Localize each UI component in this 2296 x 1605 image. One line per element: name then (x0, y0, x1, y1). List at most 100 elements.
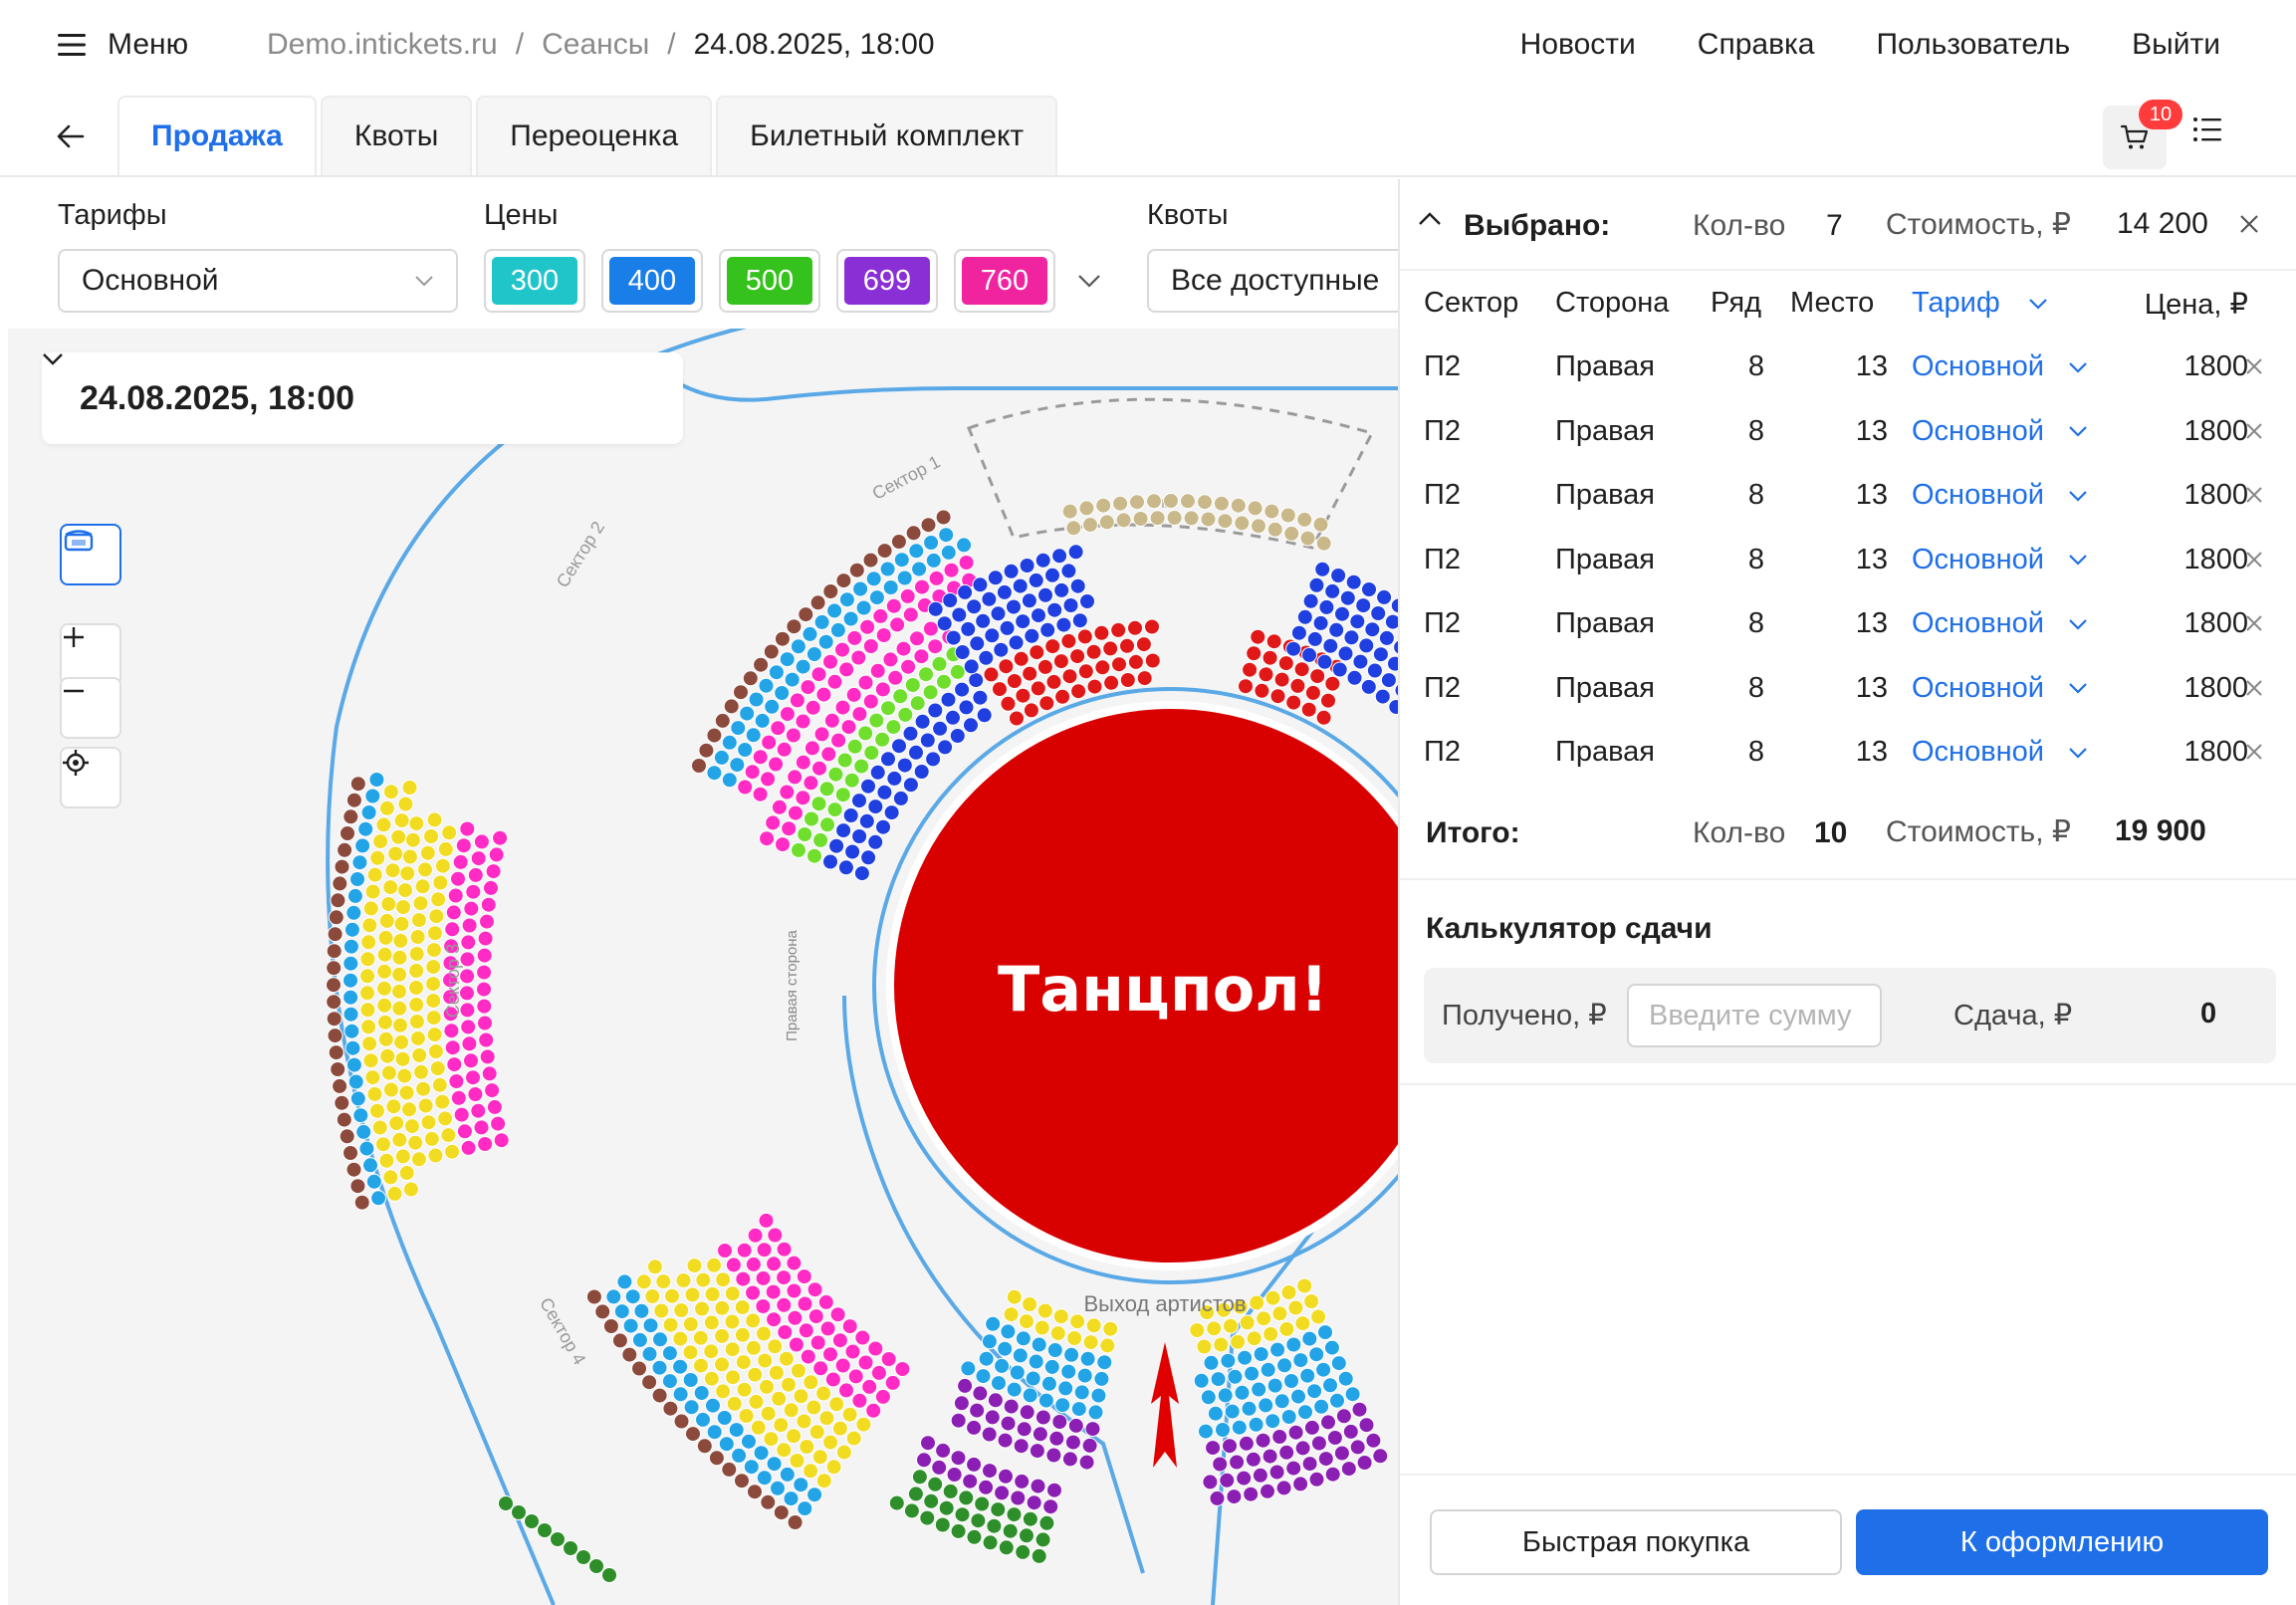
seat[interactable] (1388, 699, 1398, 715)
seat[interactable] (858, 812, 875, 829)
seat[interactable] (972, 1385, 989, 1402)
seat[interactable] (756, 1325, 772, 1342)
seat[interactable] (1103, 674, 1120, 691)
seat[interactable] (945, 709, 961, 726)
seat[interactable] (1290, 1388, 1306, 1405)
seat[interactable] (425, 942, 442, 959)
chevron-down-icon[interactable] (1077, 274, 1101, 288)
seat[interactable] (706, 765, 723, 782)
seat[interactable] (404, 831, 421, 848)
seat[interactable] (353, 1194, 370, 1211)
seat[interactable] (797, 1295, 813, 1312)
seat[interactable] (752, 749, 769, 766)
seat[interactable] (431, 1076, 448, 1093)
seat[interactable] (776, 1269, 793, 1286)
close-icon[interactable] (2244, 742, 2264, 762)
seat[interactable] (396, 1067, 413, 1084)
seat[interactable] (1309, 668, 1326, 685)
seat[interactable] (1127, 619, 1143, 636)
seat[interactable] (1006, 598, 1022, 615)
seat[interactable] (716, 1410, 733, 1426)
seat[interactable] (426, 811, 443, 828)
seat[interactable] (429, 1060, 446, 1076)
seat[interactable] (755, 1269, 772, 1286)
seat[interactable] (672, 1386, 689, 1403)
seat[interactable] (1380, 672, 1397, 689)
seat[interactable] (476, 998, 493, 1015)
seat[interactable] (443, 938, 460, 955)
seat[interactable] (951, 606, 968, 623)
seat[interactable] (804, 699, 821, 716)
seat[interactable] (1292, 1352, 1309, 1369)
seat[interactable] (972, 576, 989, 593)
seat[interactable] (1210, 1371, 1227, 1388)
tariff-select[interactable]: Основной (58, 249, 458, 313)
seat[interactable] (958, 555, 975, 571)
seat[interactable] (703, 1314, 720, 1331)
seat[interactable] (408, 946, 425, 962)
seat[interactable] (880, 700, 896, 717)
seat[interactable] (1132, 511, 1149, 527)
seat[interactable] (835, 822, 852, 839)
seat[interactable] (343, 955, 359, 972)
seat[interactable] (1227, 1368, 1244, 1385)
seat[interactable] (761, 734, 778, 751)
seat[interactable] (364, 883, 381, 900)
seat[interactable] (434, 857, 451, 874)
seat[interactable] (914, 578, 930, 595)
seat[interactable] (787, 1514, 804, 1530)
seat[interactable] (1243, 1486, 1260, 1502)
seat[interactable] (942, 592, 959, 608)
seat[interactable] (714, 712, 731, 729)
seat[interactable] (602, 1318, 619, 1334)
close-icon[interactable] (2244, 550, 2264, 570)
seat[interactable] (981, 590, 998, 607)
seat[interactable] (748, 1393, 765, 1410)
seat[interactable] (1030, 680, 1046, 697)
stage-view-button[interactable] (60, 524, 121, 585)
seat[interactable] (902, 606, 919, 623)
seat[interactable] (998, 1539, 1015, 1556)
seat[interactable] (662, 1400, 679, 1417)
seat[interactable] (1078, 500, 1095, 517)
seat[interactable] (492, 829, 509, 846)
seat[interactable] (1023, 702, 1039, 719)
seat[interactable] (1067, 544, 1084, 561)
seat[interactable] (1324, 675, 1341, 692)
seat[interactable] (781, 1376, 797, 1393)
seat[interactable] (940, 544, 957, 561)
seat[interactable] (1066, 1330, 1083, 1346)
seat[interactable] (957, 1377, 974, 1394)
seat[interactable] (1268, 1464, 1285, 1481)
seat[interactable] (434, 1093, 451, 1110)
seat[interactable] (853, 758, 870, 775)
seat[interactable] (806, 847, 822, 864)
seat[interactable] (1071, 612, 1088, 629)
seat[interactable] (817, 633, 834, 650)
seat[interactable] (771, 1390, 788, 1407)
seat[interactable] (731, 1447, 748, 1464)
seat[interactable] (885, 597, 902, 614)
close-icon[interactable] (2244, 356, 2264, 376)
seat[interactable] (1285, 1460, 1302, 1477)
seat[interactable] (453, 1106, 470, 1123)
seat[interactable] (860, 778, 876, 795)
seat[interactable] (1069, 648, 1086, 665)
seat[interactable] (442, 1006, 459, 1023)
seat[interactable] (672, 1358, 689, 1375)
seat[interactable] (854, 1329, 871, 1346)
seat[interactable] (478, 1032, 495, 1048)
seat[interactable] (343, 1006, 359, 1023)
seat[interactable] (834, 787, 851, 803)
seat[interactable] (343, 938, 359, 955)
seat[interactable] (724, 1313, 741, 1330)
seat[interactable] (1060, 1363, 1077, 1380)
seat[interactable] (893, 552, 910, 569)
seat[interactable] (370, 1190, 387, 1207)
seat[interactable] (809, 594, 826, 611)
seat[interactable] (996, 583, 1013, 600)
seat[interactable] (1207, 1405, 1224, 1422)
seat[interactable] (908, 744, 924, 761)
seat[interactable] (1044, 638, 1061, 655)
seat[interactable] (1033, 1319, 1050, 1336)
